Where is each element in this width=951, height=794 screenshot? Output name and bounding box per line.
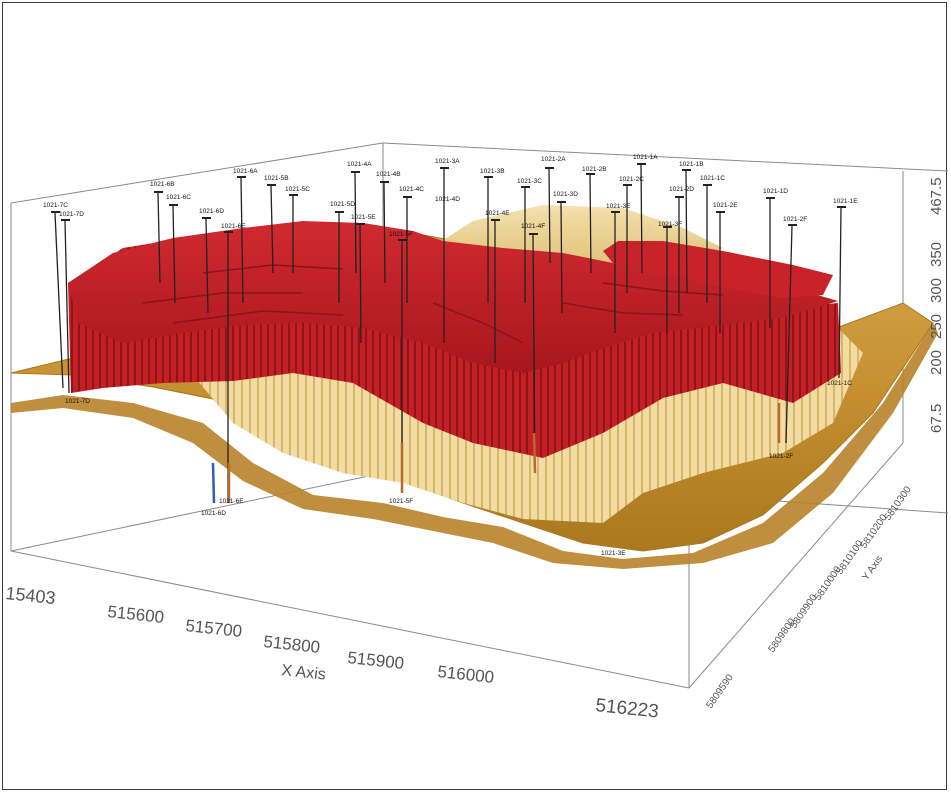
well-label: 1021-5E bbox=[351, 214, 376, 221]
x-axis-tick: 515900 bbox=[347, 648, 405, 673]
well-label: 1021-5F bbox=[389, 498, 413, 505]
well-label: 1021-3F bbox=[658, 221, 682, 228]
well-label: 1021-3E bbox=[606, 203, 631, 210]
x-axis-tick: 15403 bbox=[5, 583, 57, 608]
z-axis-tick: 300 bbox=[928, 278, 945, 303]
well-label: 1021-1C bbox=[700, 175, 725, 182]
well-label: 1021-4B bbox=[376, 171, 401, 178]
well-label: 1021-2D bbox=[669, 186, 694, 193]
well-label: 1021-2E bbox=[713, 202, 738, 209]
well-label: 1021-2B bbox=[582, 166, 607, 173]
z-axis-tick: 67.5 bbox=[928, 404, 945, 433]
well-label: 1021-1D bbox=[763, 188, 788, 195]
z-axis-tick: 350 bbox=[928, 242, 945, 267]
x-axis-tick: 515800 bbox=[263, 632, 321, 657]
red-orebody-top bbox=[68, 221, 838, 373]
well-label: 1021-6A bbox=[233, 168, 258, 175]
well-label: 1021-3C bbox=[517, 178, 542, 185]
drill-hole-collars bbox=[51, 163, 846, 241]
well-label: 1021-6B bbox=[150, 181, 175, 188]
well-label: 1021-7C bbox=[43, 202, 68, 209]
well-labels-top: 1021-7C 1021-7D 1021-6B 1021-6C 1021-6A … bbox=[43, 154, 858, 238]
well-label: 1021-2A bbox=[541, 156, 566, 163]
3d-scene[interactable]: 1021-7C 1021-7D 1021-6B 1021-6C 1021-6A … bbox=[3, 3, 948, 791]
well-label: 1021-6D bbox=[201, 510, 226, 517]
y-axis-tick: 5809590 bbox=[704, 672, 736, 711]
x-axis-tick: 516223 bbox=[594, 695, 659, 723]
well-label: 1021-4E bbox=[485, 210, 510, 217]
well-label: 1021-1E bbox=[833, 198, 858, 205]
z-axis-tick: 467.5 bbox=[928, 177, 945, 215]
red-orebody-northeast-lobe bbox=[603, 241, 833, 298]
x-axis-tick: 515600 bbox=[107, 602, 165, 627]
x-axis-title: X Axis bbox=[281, 662, 327, 684]
well-label: 1021-5B bbox=[264, 175, 289, 182]
z-axis-tick: 250 bbox=[928, 314, 945, 339]
well-label: 1021-6C bbox=[166, 194, 191, 201]
well-label: 1021-2F bbox=[783, 216, 807, 223]
well-label: 1021-3D bbox=[553, 191, 578, 198]
well-label: 1021-5D bbox=[330, 201, 355, 208]
well-label: 1021-3A bbox=[435, 158, 460, 165]
well-label: 1021-4D bbox=[435, 196, 460, 203]
well-label: 1021-6E bbox=[221, 223, 246, 230]
y-axis-title: Y Axis bbox=[860, 554, 885, 583]
well-label: 1021-5C bbox=[285, 186, 310, 193]
well-label: 1021-3B bbox=[480, 168, 505, 175]
well-label: 1021-1B bbox=[679, 161, 704, 168]
well-label: 1021-3E bbox=[601, 550, 626, 557]
z-axis-tick: 200 bbox=[928, 350, 945, 375]
well-label: 1021-7D bbox=[59, 211, 84, 218]
well-label: 1021-1C bbox=[827, 380, 852, 387]
z-axis: 67.5 200 250 300 350 467.5 bbox=[928, 177, 945, 433]
x-axis-tick: 516000 bbox=[437, 662, 495, 687]
well-label: 1021-1A bbox=[633, 154, 658, 161]
red-orebody-terraces bbox=[142, 264, 724, 344]
well-label: 1021-5F bbox=[389, 231, 413, 238]
drill-holes bbox=[54, 164, 842, 503]
y-axis-tick: 5810300 bbox=[882, 484, 914, 523]
well-label: 1021-4A bbox=[347, 161, 372, 168]
well-labels-bottom: 1021-7D 1021-6E 1021-6D 1021-5F 1021-3E … bbox=[65, 380, 852, 557]
drill-hole-tails bbox=[211, 403, 781, 504]
well-label: 1021-2F bbox=[769, 453, 793, 460]
x-axis: 15403 515600 515700 515800 515900 516000… bbox=[5, 583, 660, 723]
well-label: 1021-4C bbox=[399, 186, 424, 193]
well-label: 1021-6D bbox=[199, 208, 224, 215]
well-label: 1021-6E bbox=[219, 498, 244, 505]
x-axis-tick: 515700 bbox=[185, 616, 243, 641]
well-label: 1021-4F bbox=[521, 223, 545, 230]
well-label: 1021-7D bbox=[65, 398, 90, 405]
well-label: 1021-2C bbox=[619, 176, 644, 183]
